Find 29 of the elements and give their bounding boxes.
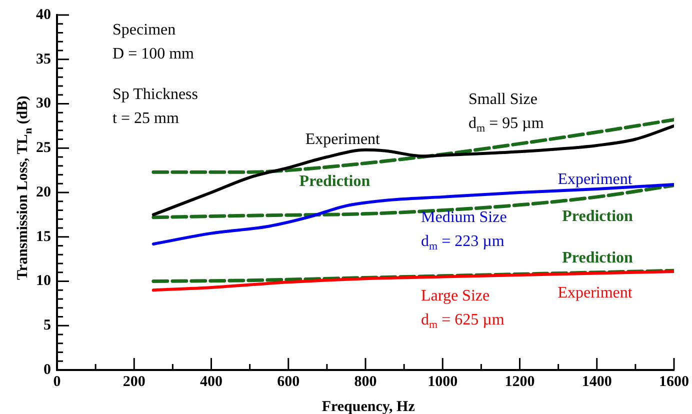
series-label: Prediction	[299, 172, 370, 190]
y-tick-label: 25	[36, 140, 51, 156]
x-tick-label: 800	[354, 374, 377, 390]
y-tick-label: 20	[36, 184, 51, 200]
x-tick-label: 1200	[504, 374, 535, 390]
line-series	[152, 268, 674, 283]
annotation: Sp Thickness t = 25 mm	[112, 86, 198, 128]
series-label: Prediction	[562, 250, 634, 267]
series-label: Experiment	[305, 131, 381, 148]
line-series	[152, 118, 674, 174]
series-label: Experiment	[558, 284, 633, 302]
annotation: Specimen D = 100 mm	[112, 21, 195, 62]
y-tick-label: 0	[44, 362, 51, 378]
y-tick-label: 5	[44, 318, 51, 334]
y-axis-title: Transmission Loss, TLn (dB)	[15, 96, 34, 280]
x-tick-label: 200	[122, 374, 146, 390]
series-label: Prediction	[562, 208, 634, 225]
x-tick-label: 1000	[428, 374, 458, 390]
series-label: Experiment	[558, 170, 633, 188]
y-tick-label: 30	[36, 96, 51, 112]
y-tick-label: 15	[36, 228, 51, 245]
x-tick-label: 600	[277, 374, 300, 390]
x-tick-label: 400	[200, 374, 222, 390]
y-tick-label: 10	[36, 273, 51, 290]
x-tick-label: 1400	[582, 374, 612, 390]
y-tick-label: 35	[36, 51, 51, 68]
y-tick-label: 40	[36, 6, 51, 23]
x-tick-label: 1600	[659, 374, 689, 390]
x-axis-title: Frequency, Hz	[322, 399, 416, 414]
